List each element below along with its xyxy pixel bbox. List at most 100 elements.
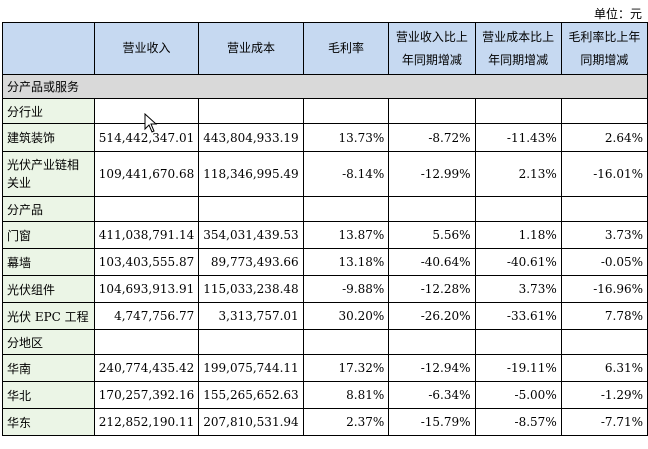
value-cell: 443,804,933.19: [198, 123, 304, 152]
value-cell: 13.18%: [302, 248, 390, 276]
value-cell: [198, 329, 304, 355]
value-cell: 89,773,493.66: [198, 248, 304, 276]
row-label: 华北: [2, 381, 95, 409]
row-label: 幕墙: [2, 248, 95, 276]
table-row: 华东 212,852,190.11 207,810,531.94 2.37% -15.7…: [2, 408, 648, 436]
row-label: 光伏产业链相关业: [2, 151, 95, 197]
header-cell: 营业收入比上年同期增减: [388, 22, 476, 75]
section-row: 分产品或服务: [2, 74, 648, 99]
table-row: 光伏组件 104,693,913.91 115,033,238.48 -9.88% -1…: [2, 275, 648, 303]
value-cell: -5.00%: [474, 381, 562, 409]
row-label: 华南: [2, 354, 95, 382]
value-cell: -11.43%: [474, 123, 562, 152]
header-cell: 营业成本比上年同期增减: [474, 22, 562, 75]
value-cell: -8.14%: [302, 151, 390, 197]
unit-label: 单位：元: [593, 7, 642, 21]
table-row: 华北 170,257,392.16 155,265,652.63 8.81% -6.34…: [2, 381, 648, 409]
value-cell: -16.96%: [560, 275, 648, 303]
value-cell: -40.64%: [388, 248, 476, 276]
value-cell: -33.61%: [474, 302, 562, 330]
table-row: 门窗 411,038,791.14 354,031,439.53 13.87% 5.56…: [2, 221, 648, 249]
value-cell: -12.94%: [388, 354, 476, 382]
value-cell: [560, 329, 648, 355]
header-row: 营业收入 营业成本 毛利率 营业收入比上年同期增减 营业成本比上年同期增减 毛利…: [2, 22, 648, 75]
value-cell: 1.18%: [474, 221, 562, 249]
table-row: 建筑装饰 514,442,347.01 443,804,933.19 13.73% -8…: [2, 123, 648, 152]
value-cell: 13.87%: [302, 221, 390, 249]
value-cell: 6.31%: [560, 354, 648, 382]
value-cell: [474, 329, 562, 355]
header-cell: 毛利率: [302, 22, 390, 75]
row-label: 分行业: [2, 98, 95, 124]
value-cell: 155,265,652.63: [198, 381, 304, 409]
value-cell: 240,774,435.42: [93, 354, 200, 382]
value-cell: -7.71%: [560, 408, 648, 436]
value-cell: -19.11%: [474, 354, 562, 382]
table-row: 分地区: [2, 329, 648, 355]
value-cell: -16.01%: [560, 151, 648, 197]
row-label: 门窗: [2, 221, 95, 249]
value-cell: -15.79%: [388, 408, 476, 436]
row-label: 华东: [2, 408, 95, 436]
mouse-cursor-icon: [144, 113, 158, 133]
value-cell: 104,693,913.91: [93, 275, 200, 303]
value-cell: -6.34%: [388, 381, 476, 409]
row-label: 分地区: [2, 329, 95, 355]
value-cell: 13.73%: [302, 123, 390, 152]
value-cell: -9.88%: [302, 275, 390, 303]
row-label: 建筑装饰: [2, 123, 95, 152]
value-cell: -12.28%: [388, 275, 476, 303]
table-row: 幕墙 103,403,555.87 89,773,493.66 13.18% -40.6…: [2, 248, 648, 276]
value-cell: 2.64%: [560, 123, 648, 152]
value-cell: 199,075,744.11: [198, 354, 304, 382]
value-cell: [302, 98, 390, 124]
value-cell: 411,038,791.14: [93, 221, 200, 249]
value-cell: 4,747,756.77: [93, 302, 200, 330]
table-row: 分产品: [2, 196, 648, 222]
value-cell: [302, 196, 390, 222]
header-cell: [2, 22, 95, 75]
value-cell: -8.57%: [474, 408, 562, 436]
value-cell: [474, 98, 562, 124]
value-cell: -1.29%: [560, 381, 648, 409]
value-cell: 7.78%: [560, 302, 648, 330]
section-label: 分产品或服务: [2, 74, 648, 99]
value-cell: 212,852,190.11: [93, 408, 200, 436]
row-label: 光伏 EPC 工程: [2, 302, 95, 330]
value-cell: 30.20%: [302, 302, 390, 330]
value-cell: 354,031,439.53: [198, 221, 304, 249]
value-cell: 5.56%: [388, 221, 476, 249]
value-cell: 2.13%: [474, 151, 562, 197]
value-cell: 8.81%: [302, 381, 390, 409]
value-cell: [93, 329, 200, 355]
financial-table: 营业收入 营业成本 毛利率 营业收入比上年同期增减 营业成本比上年同期增减 毛利…: [2, 22, 648, 436]
value-cell: 118,346,995.49: [198, 151, 304, 197]
value-cell: 115,033,238.48: [198, 275, 304, 303]
row-label: 分产品: [2, 196, 95, 222]
value-cell: [198, 196, 304, 222]
value-cell: 103,403,555.87: [93, 248, 200, 276]
value-cell: -26.20%: [388, 302, 476, 330]
header-cell: 营业收入: [93, 22, 200, 75]
value-cell: 2.37%: [302, 408, 390, 436]
header-cell: 营业成本: [198, 22, 304, 75]
value-cell: [198, 98, 304, 124]
value-cell: [560, 98, 648, 124]
row-label: 光伏组件: [2, 275, 95, 303]
value-cell: [388, 329, 476, 355]
value-cell: -0.05%: [560, 248, 648, 276]
value-cell: -12.99%: [388, 151, 476, 197]
value-cell: -40.61%: [474, 248, 562, 276]
table-row: 光伏产业链相关业 109,441,670.68 118,346,995.49 -8.1…: [2, 151, 648, 197]
value-cell: [93, 196, 200, 222]
value-cell: 3,313,757.01: [198, 302, 304, 330]
value-cell: -8.72%: [388, 123, 476, 152]
value-cell: [302, 329, 390, 355]
value-cell: 17.32%: [302, 354, 390, 382]
value-cell: [388, 98, 476, 124]
value-cell: [560, 196, 648, 222]
header-cell: 毛利率比上年同期增减: [560, 22, 648, 75]
value-cell: 170,257,392.16: [93, 381, 200, 409]
table-row: 光伏 EPC 工程 4,747,756.77 3,313,757.01 30.20% -…: [2, 302, 648, 330]
table-row: 华南 240,774,435.42 199,075,744.11 17.32% -12.…: [2, 354, 648, 382]
